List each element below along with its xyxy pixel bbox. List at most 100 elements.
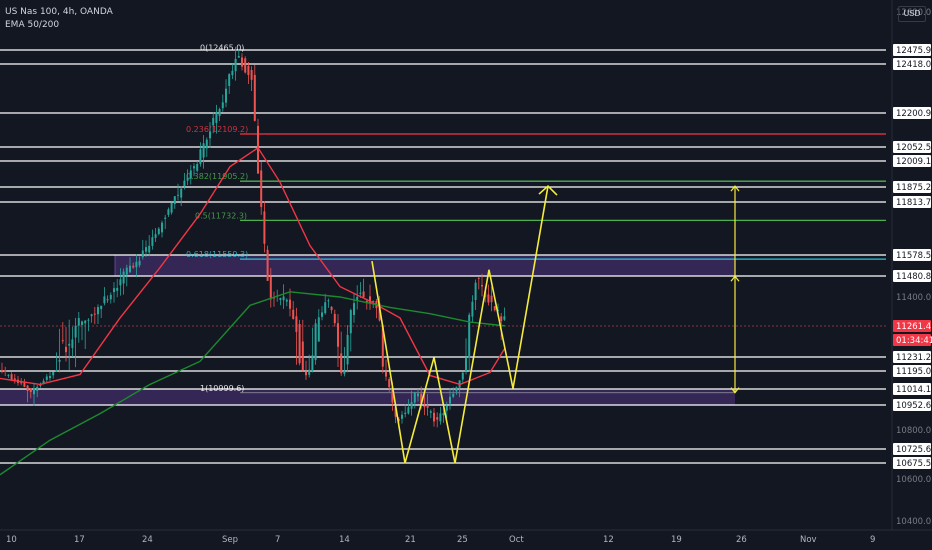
candle-body <box>202 143 205 158</box>
fib-label: 0(12465.0) <box>200 44 244 53</box>
candle-body <box>308 369 311 375</box>
candle-body <box>340 353 343 374</box>
time-tick: 14 <box>339 535 350 545</box>
level-label: 11578.5 <box>896 251 931 261</box>
candle-body <box>324 302 327 314</box>
candle-body <box>65 346 67 353</box>
time-tick: 7 <box>275 535 280 545</box>
candle-body <box>109 294 112 300</box>
candle-body <box>218 109 221 117</box>
candle-body <box>439 413 442 422</box>
candle-body <box>100 305 103 310</box>
candle-body <box>61 340 64 342</box>
candle-body <box>372 300 375 302</box>
level-tag <box>893 107 931 119</box>
candle-body <box>90 314 93 317</box>
candle-body <box>503 316 506 320</box>
candle-body <box>55 369 58 372</box>
candle-body <box>282 296 285 301</box>
candle-body <box>125 267 128 275</box>
price-tick: 10600.0 <box>896 475 931 485</box>
candle-body <box>442 413 445 416</box>
indicator-label[interactable]: EMA 50/200 <box>5 20 60 30</box>
candle-body <box>426 405 429 408</box>
price-tick: 11400.0 <box>896 293 931 303</box>
candle-body <box>356 296 359 301</box>
candle-body <box>493 306 496 311</box>
candle-body <box>138 260 141 266</box>
candle-body <box>298 323 301 364</box>
candle-body <box>183 180 186 187</box>
candle-body <box>295 316 298 332</box>
symbol-title[interactable]: US Nas 100, 4h, OANDA <box>5 7 113 17</box>
candle-body <box>314 323 317 361</box>
candle-body <box>449 396 451 404</box>
candle-body <box>468 314 471 358</box>
candle-body <box>474 282 477 301</box>
candle-body <box>231 70 234 76</box>
time-tick: 21 <box>405 535 416 545</box>
candle-body <box>481 285 483 287</box>
candle-body <box>321 312 323 317</box>
candle-body <box>349 310 352 334</box>
candle-body <box>289 299 291 309</box>
candle-body <box>106 299 109 301</box>
candle-body <box>186 177 189 181</box>
candle-body <box>164 217 167 219</box>
candle-body <box>301 341 304 371</box>
candle-body <box>266 249 269 281</box>
candle-body <box>369 296 371 304</box>
time-tick: 25 <box>457 535 468 545</box>
candle-body <box>381 325 384 367</box>
time-tick: 19 <box>671 535 682 545</box>
time-tick: 24 <box>142 535 153 545</box>
candle-body <box>212 117 215 126</box>
fib-label: 1(10999.6) <box>200 384 244 393</box>
candle-body <box>36 386 39 391</box>
candle-body <box>423 405 426 408</box>
candle-body <box>413 392 416 403</box>
price-axis[interactable]: 12475.9 12418.0 12200.9 12052.5 12009.1 11875… <box>891 0 932 530</box>
candle-body <box>122 271 125 284</box>
candle-body <box>263 211 266 244</box>
projection-path <box>371 184 740 464</box>
level-label: 11231.2 <box>896 353 931 363</box>
candle-body <box>397 418 400 422</box>
level-label: 10725.6 <box>896 445 931 455</box>
candle-body <box>305 371 307 376</box>
candle-body <box>29 388 32 393</box>
candle-body <box>193 166 195 169</box>
level-label: 10675.5 <box>896 459 931 469</box>
level-label: 12418.0 <box>896 60 931 70</box>
level-label: 12200.9 <box>896 109 931 119</box>
level-tag <box>893 155 931 167</box>
candle-body <box>93 313 96 315</box>
candle-body <box>260 170 263 208</box>
candle-body <box>132 265 135 268</box>
ema-50-line <box>0 146 506 386</box>
candle-body <box>330 306 333 311</box>
candle-body <box>343 370 346 374</box>
candle-body <box>285 299 288 302</box>
level-tag <box>893 58 931 70</box>
candle-body <box>68 343 71 346</box>
candle-body <box>317 317 320 342</box>
level-label: 11195.0 <box>896 367 931 377</box>
candle-body <box>45 376 48 380</box>
level-label: 11875.2 <box>896 183 931 193</box>
currency-button[interactable]: USD <box>898 6 926 22</box>
candle-body <box>241 57 243 67</box>
candle-body <box>154 234 157 238</box>
time-axis[interactable]: 10 17 24 Sep 7 14 21 25 Oct 12 19 26 Nov 9 <box>0 529 932 545</box>
level-label: 11261.4 <box>896 322 931 332</box>
level-label: 10952.6 <box>896 401 931 411</box>
candle-body <box>311 355 314 372</box>
candle-body <box>385 371 387 377</box>
candle-body <box>20 382 23 384</box>
candle-body <box>77 318 80 326</box>
candle-body <box>433 412 435 422</box>
candle-body <box>500 316 503 322</box>
candle-body <box>365 300 368 302</box>
candle-body <box>346 334 349 365</box>
